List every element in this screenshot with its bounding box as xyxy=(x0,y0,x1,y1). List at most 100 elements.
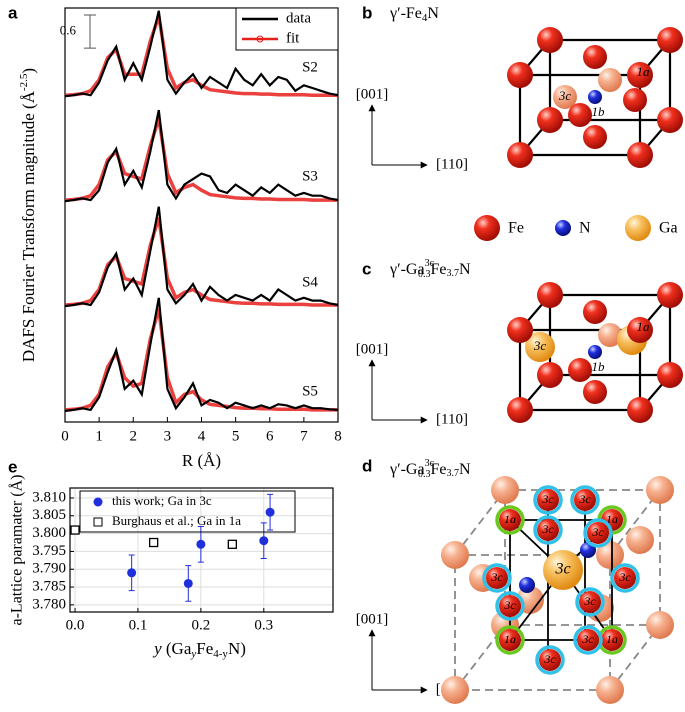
site-label: 3c xyxy=(583,594,596,608)
title-part: γ′-Ga xyxy=(389,461,425,478)
x-tick-label: 4 xyxy=(198,428,206,444)
title-part: γ′-Ga xyxy=(389,261,425,278)
axis-label: [001] xyxy=(356,611,389,627)
data-curve xyxy=(64,10,339,98)
title-part: γ′-Fe xyxy=(389,5,422,22)
atom xyxy=(657,27,683,53)
atom xyxy=(657,107,683,133)
x-tick-label: 0.3 xyxy=(254,617,273,633)
title-part: N xyxy=(427,5,439,22)
spectrum-label: S3 xyxy=(302,168,318,184)
site-label: 3c xyxy=(554,561,570,578)
title-part: 3.7 xyxy=(447,468,460,479)
content: a b c d e 0 1 2 3 4 5 6 7 8 R (Å) DAFS Fourier Transfor… xyxy=(8,3,683,704)
x-tick-label: 0.0 xyxy=(66,617,85,633)
atom xyxy=(499,595,521,617)
site-ring xyxy=(535,645,565,675)
cube-edge xyxy=(518,293,672,412)
x-tick-label: 5 xyxy=(232,428,240,444)
legend-marker xyxy=(93,517,103,527)
atom xyxy=(657,362,683,388)
atom xyxy=(627,397,653,423)
atom xyxy=(507,62,533,88)
x-tick-label: 7 xyxy=(300,428,308,444)
atom xyxy=(625,215,651,241)
atom xyxy=(588,345,602,359)
legend-label: Fe xyxy=(508,220,524,237)
atom xyxy=(583,125,607,149)
site-label: 3c xyxy=(543,652,556,666)
data-point xyxy=(196,539,206,549)
panel-letter: b xyxy=(362,3,372,22)
atom xyxy=(553,85,577,109)
site-label: 3c xyxy=(578,492,591,506)
site-ring xyxy=(533,515,563,545)
data-point xyxy=(259,536,269,546)
atom xyxy=(507,397,533,423)
atom xyxy=(507,142,533,168)
atom xyxy=(596,676,624,704)
atom xyxy=(537,362,563,388)
site-label: 3c xyxy=(581,632,594,646)
atom xyxy=(614,567,636,589)
site-ring xyxy=(482,563,512,593)
title-part: 0.3 xyxy=(418,469,431,480)
atom xyxy=(627,62,653,88)
plot-frame xyxy=(69,487,334,613)
atom xyxy=(507,317,533,343)
atom xyxy=(646,611,674,639)
atom xyxy=(601,629,623,651)
atom xyxy=(626,526,654,554)
data-point xyxy=(265,507,275,517)
y-tick-label: 3.790 xyxy=(32,561,66,577)
x-axis-label-part: y xyxy=(190,648,196,660)
x-axis-label: y (GayFe4-yN) xyxy=(152,639,246,660)
site-ring xyxy=(495,625,525,655)
panel-letter: d xyxy=(362,456,372,475)
legend-label: Ga xyxy=(659,220,678,237)
legend-box xyxy=(235,7,339,51)
site-ring xyxy=(610,563,640,593)
data-curve xyxy=(64,297,339,413)
site-ring xyxy=(575,587,605,617)
atom xyxy=(568,103,592,127)
atom xyxy=(537,519,559,541)
y-axis-label: a-Lattice paramater (Å) xyxy=(8,474,26,625)
scale-bar-label: 0.6 xyxy=(60,23,77,38)
title-part: N xyxy=(459,461,471,478)
panel-letter: a xyxy=(8,3,18,22)
site-label: 1b xyxy=(592,359,606,374)
y-axis-label-part: DAFS Fourier Transform magnitude (Å xyxy=(19,90,38,362)
atom xyxy=(474,215,500,241)
title-part: N xyxy=(459,261,471,278)
atom xyxy=(587,522,609,544)
x-axis-label-part: N) xyxy=(228,639,246,658)
atom xyxy=(583,45,607,69)
site-label: 1a xyxy=(606,512,618,526)
atom xyxy=(491,476,519,504)
spectrum-label: S2 xyxy=(302,59,318,75)
atom xyxy=(486,567,508,589)
site-label: 3c xyxy=(541,522,554,536)
legend-label: fit xyxy=(286,30,300,46)
structure-title: γ′-Ga3c 0.3Fe3.7N xyxy=(389,258,471,280)
site-label: 1a xyxy=(504,512,516,526)
site-label: 3c xyxy=(541,492,554,506)
fit-curve xyxy=(64,308,338,412)
x-tick-label: 1 xyxy=(95,428,103,444)
spectrum-label: S4 xyxy=(302,274,318,290)
atom xyxy=(537,27,563,53)
y-tick-label: 3.785 xyxy=(32,578,66,594)
legend-label: N xyxy=(579,220,591,237)
atom xyxy=(543,550,583,590)
site-label: 3c xyxy=(618,570,631,584)
site-label: 3c xyxy=(503,598,516,612)
title-part: 3c xyxy=(425,258,435,269)
y-tick-label: 3.810 xyxy=(32,489,66,505)
y-tick-label: 3.780 xyxy=(32,596,66,612)
atom xyxy=(441,541,469,569)
axis-label: [110] xyxy=(436,156,468,172)
panel-letter: e xyxy=(8,457,17,476)
site-label: 1b xyxy=(592,104,606,119)
